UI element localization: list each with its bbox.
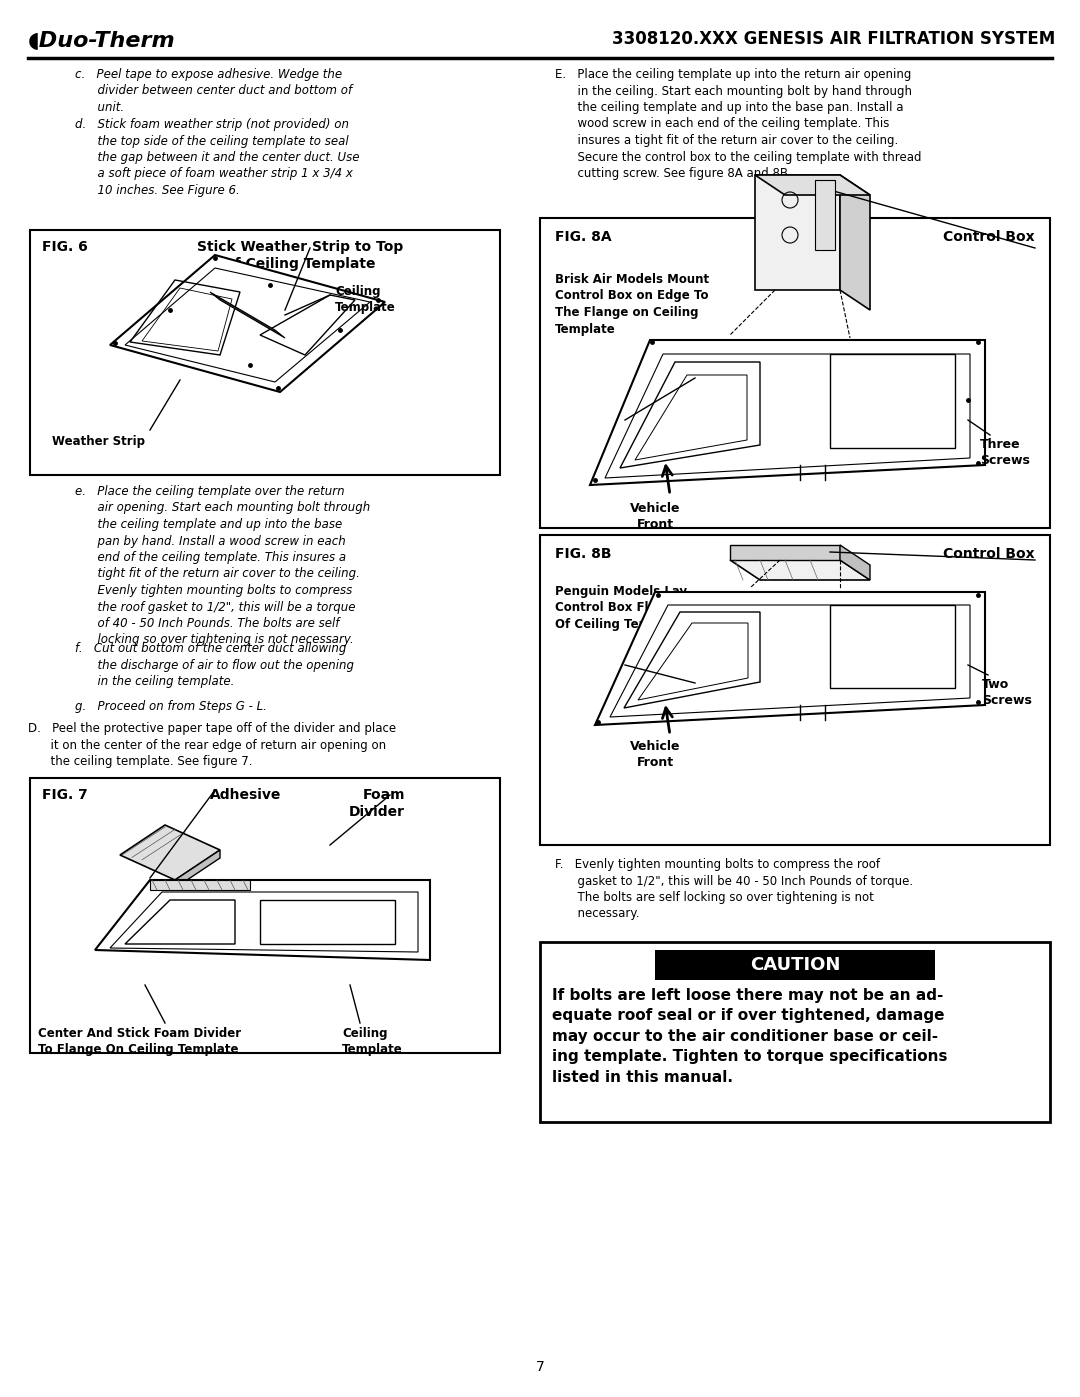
Text: f.   Cut out bottom of the center duct allowing
      the discharge of air to fl: f. Cut out bottom of the center duct all…: [75, 643, 354, 687]
Polygon shape: [120, 826, 220, 880]
Polygon shape: [840, 175, 870, 310]
Polygon shape: [755, 175, 870, 196]
Bar: [540, 942, 1050, 1122]
Polygon shape: [840, 545, 870, 580]
Text: Stick Weather Strip to Top
of Ceiling Template: Stick Weather Strip to Top of Ceiling Te…: [197, 240, 403, 271]
Text: FIG. 7: FIG. 7: [42, 788, 87, 802]
Bar: [30, 231, 500, 475]
Text: 7: 7: [536, 1361, 544, 1375]
Bar: [540, 218, 1050, 528]
Polygon shape: [95, 880, 430, 960]
Text: FIG. 8A: FIG. 8A: [555, 231, 611, 244]
Bar: [540, 535, 1050, 845]
Text: e.   Place the ceiling template over the return
      air opening. Start each mo: e. Place the ceiling template over the r…: [75, 485, 370, 647]
Polygon shape: [590, 339, 985, 485]
Text: c.   Peel tape to expose adhesive. Wedge the
      divider between center duct a: c. Peel tape to expose adhesive. Wedge t…: [75, 68, 352, 115]
Polygon shape: [730, 545, 840, 560]
Text: Weather Strip: Weather Strip: [52, 434, 145, 448]
Polygon shape: [730, 560, 870, 580]
Text: 3308120.XXX GENESIS AIR FILTRATION SYSTEM: 3308120.XXX GENESIS AIR FILTRATION SYSTE…: [611, 29, 1055, 47]
Text: E.   Place the ceiling template up into the return air opening
      in the ceil: E. Place the ceiling template up into th…: [555, 68, 921, 180]
Bar: [815, 180, 835, 250]
Text: F.   Evenly tighten mounting bolts to compress the roof
      gasket to 1/2", th: F. Evenly tighten mounting bolts to comp…: [555, 858, 913, 921]
Text: D.   Peel the protective paper tape off of the divider and place
      it on the: D. Peel the protective paper tape off of…: [28, 722, 396, 768]
Text: Three
Screws: Three Screws: [980, 439, 1030, 467]
Text: Control Box: Control Box: [943, 231, 1035, 244]
Polygon shape: [175, 849, 220, 888]
Text: Two
Screws: Two Screws: [982, 678, 1031, 707]
Bar: [654, 950, 935, 981]
Text: d.   Stick foam weather strip (not provided) on
      the top side of the ceilin: d. Stick foam weather strip (not provide…: [75, 117, 360, 197]
Text: Ceiling
Template: Ceiling Template: [335, 285, 395, 314]
Text: Brisk Air Models Mount
Control Box on Edge To
The Flange on Ceiling
Template: Brisk Air Models Mount Control Box on Ed…: [555, 272, 710, 335]
Polygon shape: [595, 592, 985, 725]
Text: If bolts are left loose there may not be an ad-
equate roof seal or if over tigh: If bolts are left loose there may not be…: [552, 988, 947, 1084]
Text: g.   Proceed on from Steps G - L.: g. Proceed on from Steps G - L.: [75, 700, 267, 712]
Bar: [30, 778, 500, 1053]
Polygon shape: [210, 292, 285, 338]
Text: FIG. 8B: FIG. 8B: [555, 548, 611, 562]
Text: CAUTION: CAUTION: [750, 956, 840, 974]
Text: ◖Duo-Therm: ◖Duo-Therm: [28, 29, 176, 50]
Polygon shape: [110, 256, 384, 393]
Text: FIG. 6: FIG. 6: [42, 240, 87, 254]
Text: Ceiling
Template: Ceiling Template: [342, 1027, 403, 1056]
Text: Center And Stick Foam Divider
To Flange On Ceiling Template: Center And Stick Foam Divider To Flange …: [38, 1027, 241, 1056]
Polygon shape: [150, 880, 249, 890]
Text: Penguin Models Lay
Control Box Flat On Top
Of Ceiling Template: Penguin Models Lay Control Box Flat On T…: [555, 585, 712, 631]
Text: Control Box: Control Box: [943, 548, 1035, 562]
Text: Vehicle
Front: Vehicle Front: [630, 740, 680, 768]
Polygon shape: [755, 175, 840, 291]
Text: Foam
Divider: Foam Divider: [349, 788, 405, 819]
Text: Vehicle
Front: Vehicle Front: [630, 502, 680, 531]
Text: Adhesive: Adhesive: [210, 788, 282, 802]
